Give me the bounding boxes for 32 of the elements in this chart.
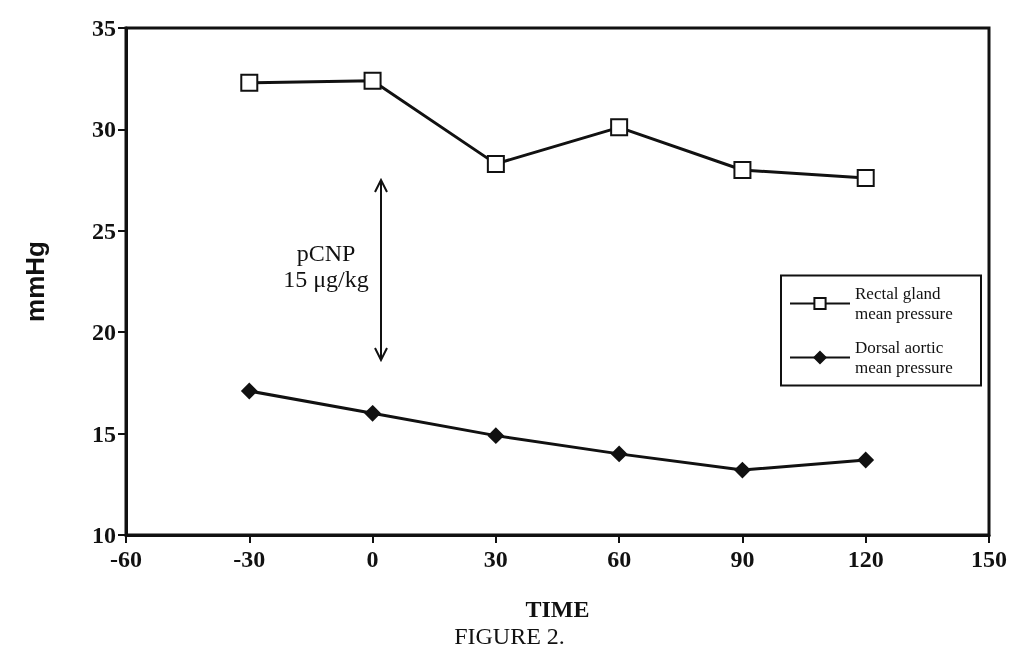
point (486, 154, 505, 173)
point (734, 462, 751, 479)
y-axis-title: mmHg (20, 241, 50, 322)
x-tick-label: 0 (366, 546, 379, 572)
point (856, 169, 875, 188)
x-tick-label: 120 (847, 546, 884, 572)
x-axis-title: TIME (525, 596, 590, 622)
y-tick-label: 20 (92, 319, 116, 346)
point (487, 427, 504, 444)
x-tick-label: 30 (483, 546, 508, 572)
annotation: pCNP 15 μg/kg (283, 240, 369, 292)
y-tick-label: 35 (92, 15, 116, 41)
point (733, 160, 752, 179)
y-tick-label: 15 (92, 420, 116, 447)
x-tick-label: 60 (607, 546, 632, 572)
x-tick-label: 150 (971, 546, 1007, 572)
y-tick-label: 10 (92, 522, 116, 548)
x-tick-label: -30 (233, 546, 266, 572)
point (610, 118, 629, 137)
legend-label: Rectal gland mean pressure (855, 284, 953, 323)
point (363, 71, 382, 90)
legend-label: Dorsal aortic mean pressure (855, 338, 953, 377)
point (857, 451, 874, 468)
point (241, 383, 258, 400)
y-tick-label: 30 (92, 116, 116, 143)
point (611, 445, 628, 462)
point (240, 73, 259, 92)
x-tick-label: 90 (730, 546, 755, 572)
x-tick-label: -60 (110, 546, 142, 572)
caption: FIGURE 2. (454, 623, 565, 649)
point (364, 405, 381, 422)
y-tick-label: 25 (92, 217, 116, 244)
